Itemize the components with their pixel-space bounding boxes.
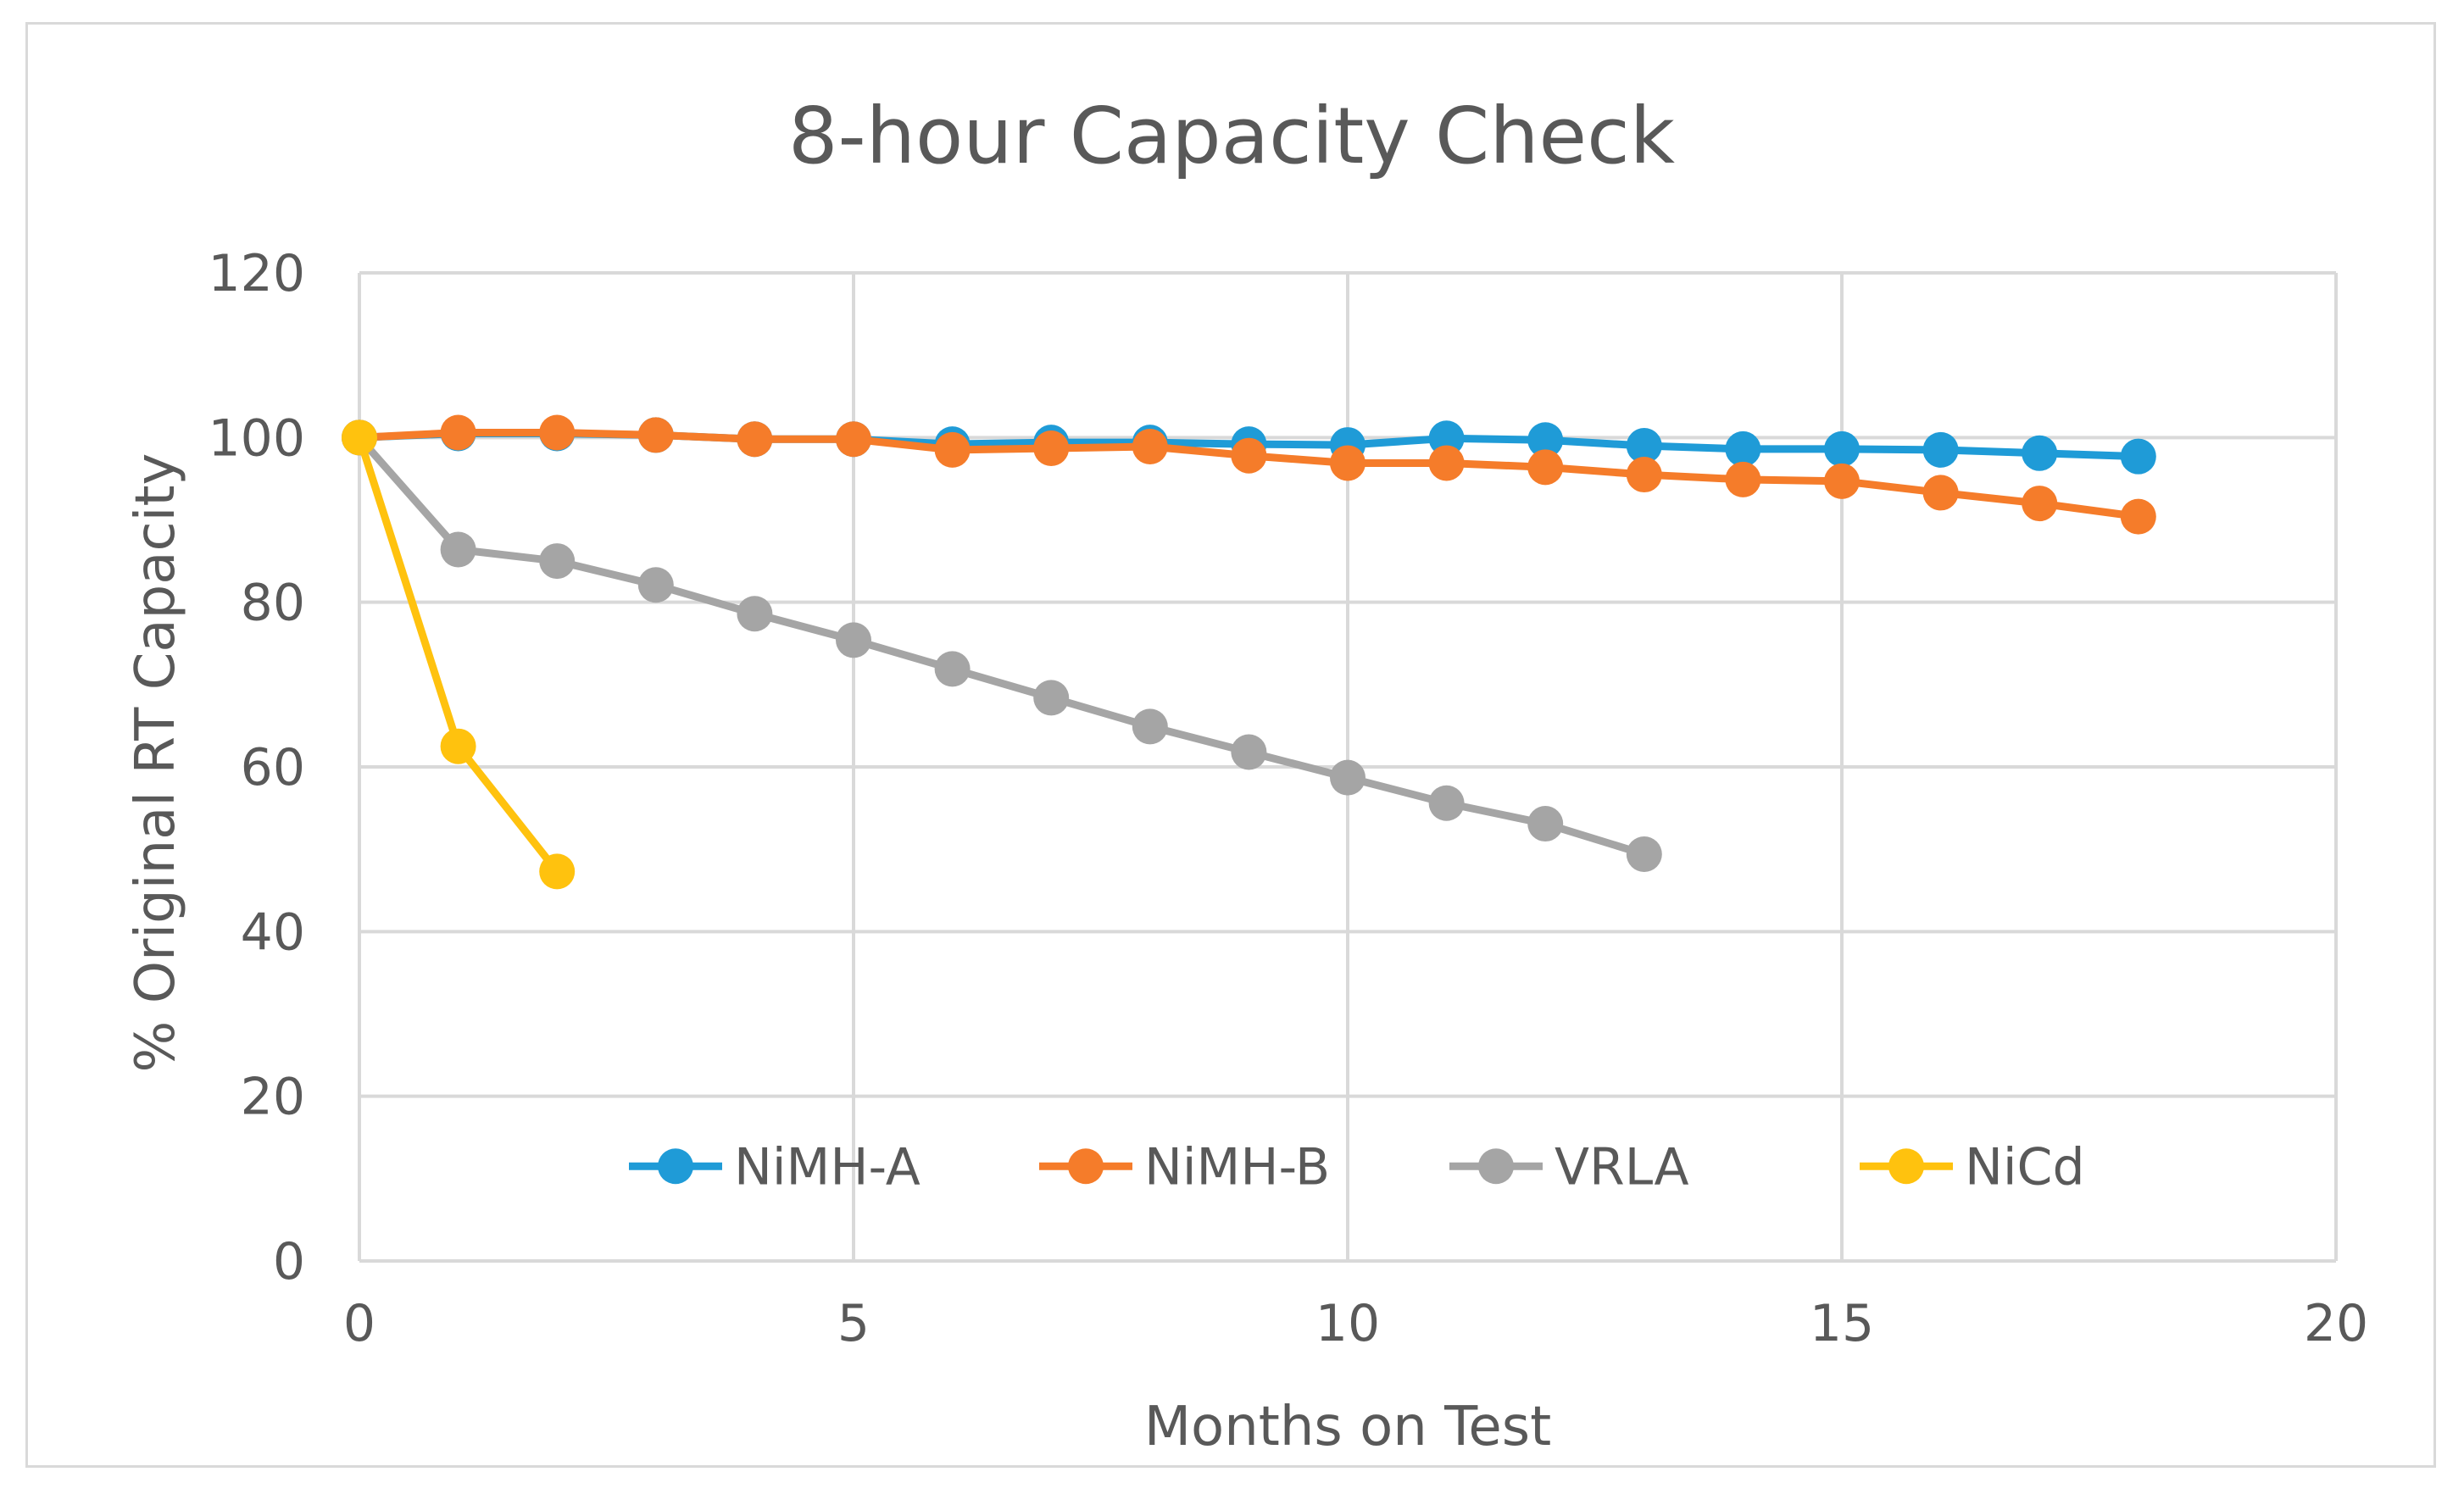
data-point	[1033, 680, 1070, 716]
y-tick-label: 60	[241, 738, 305, 797]
x-axis-label: Months on Test	[1144, 1396, 1551, 1458]
data-point	[1922, 475, 1959, 511]
legend-swatch-marker	[1068, 1148, 1104, 1185]
data-point	[637, 417, 674, 453]
x-tick-label: 5	[837, 1294, 870, 1353]
legend-label: NiMH-A	[734, 1137, 921, 1197]
legend-swatch-marker	[1888, 1148, 1924, 1185]
data-point	[1033, 430, 1070, 466]
x-tick-label: 10	[1315, 1294, 1380, 1353]
data-point	[1527, 806, 1564, 842]
data-point	[1527, 422, 1564, 458]
y-tick-label: 20	[241, 1068, 305, 1127]
x-tick-label: 0	[343, 1294, 375, 1353]
legend-item-nicd: NiCd	[1860, 1137, 2085, 1197]
data-point	[1626, 428, 1662, 464]
data-point	[737, 596, 773, 632]
data-point	[539, 414, 576, 451]
data-point	[1132, 708, 1168, 745]
legend-item-nimh-b: NiMH-B	[1039, 1137, 1330, 1197]
data-point	[1330, 445, 1365, 481]
data-point	[637, 567, 674, 603]
data-point	[1824, 463, 1860, 499]
legend-swatch-marker	[1478, 1148, 1514, 1185]
legend-label: NiMH-B	[1144, 1137, 1330, 1197]
data-point	[2022, 486, 2058, 522]
data-point	[1428, 420, 1465, 457]
series-nicd	[342, 419, 576, 890]
data-point	[539, 853, 576, 890]
data-point	[2022, 435, 2058, 471]
data-point	[440, 414, 476, 451]
legend: NiMH-A NiMH-B VRLA NiCd	[629, 1137, 2085, 1197]
series-line-nicd	[355, 436, 560, 875]
data-point	[737, 421, 773, 458]
legend-label: NiCd	[1965, 1137, 2085, 1197]
y-axis-ticks: 0 20 40 60 80 100 120	[208, 244, 305, 1291]
data-point	[836, 421, 871, 458]
x-tick-label: 20	[2304, 1294, 2368, 1353]
y-tick-label: 40	[241, 903, 305, 962]
data-point	[1428, 445, 1465, 481]
data-point	[1231, 437, 1267, 474]
series-nimh-b	[342, 414, 2156, 535]
data-point	[2120, 438, 2156, 475]
data-point	[836, 622, 871, 658]
data-point	[934, 431, 971, 468]
y-tick-label: 0	[273, 1232, 305, 1291]
legend-swatch-marker	[658, 1148, 693, 1185]
data-point	[2120, 498, 2156, 535]
data-point	[1725, 430, 1761, 467]
y-axis-label: % Original RT Capacity	[125, 453, 187, 1073]
x-tick-label: 15	[1810, 1294, 1874, 1353]
data-point	[440, 728, 476, 764]
data-point	[440, 531, 476, 568]
x-axis-ticks: 0 5 10 15 20	[343, 1294, 2368, 1353]
data-point	[1725, 461, 1761, 497]
series-vrla	[342, 419, 1662, 872]
data-point	[1231, 734, 1267, 770]
series-group	[342, 414, 2156, 890]
data-point	[1626, 457, 1662, 493]
y-tick-label: 120	[208, 244, 305, 303]
legend-item-nimh-a: NiMH-A	[629, 1137, 921, 1197]
y-tick-label: 100	[208, 408, 305, 468]
data-point	[1922, 431, 1959, 468]
data-point	[539, 543, 576, 580]
data-point	[1330, 759, 1365, 796]
legend-item-vrla: VRLA	[1449, 1137, 1689, 1197]
data-point	[1626, 836, 1662, 872]
legend-label: VRLA	[1555, 1137, 1689, 1197]
data-point	[1428, 785, 1465, 821]
data-point	[1132, 429, 1168, 465]
data-point	[1527, 449, 1564, 486]
data-point	[934, 651, 971, 687]
data-point	[1824, 430, 1860, 467]
chart-title: 8-hour Capacity Check	[788, 91, 1676, 181]
data-point	[342, 419, 377, 456]
y-tick-label: 80	[241, 574, 305, 633]
